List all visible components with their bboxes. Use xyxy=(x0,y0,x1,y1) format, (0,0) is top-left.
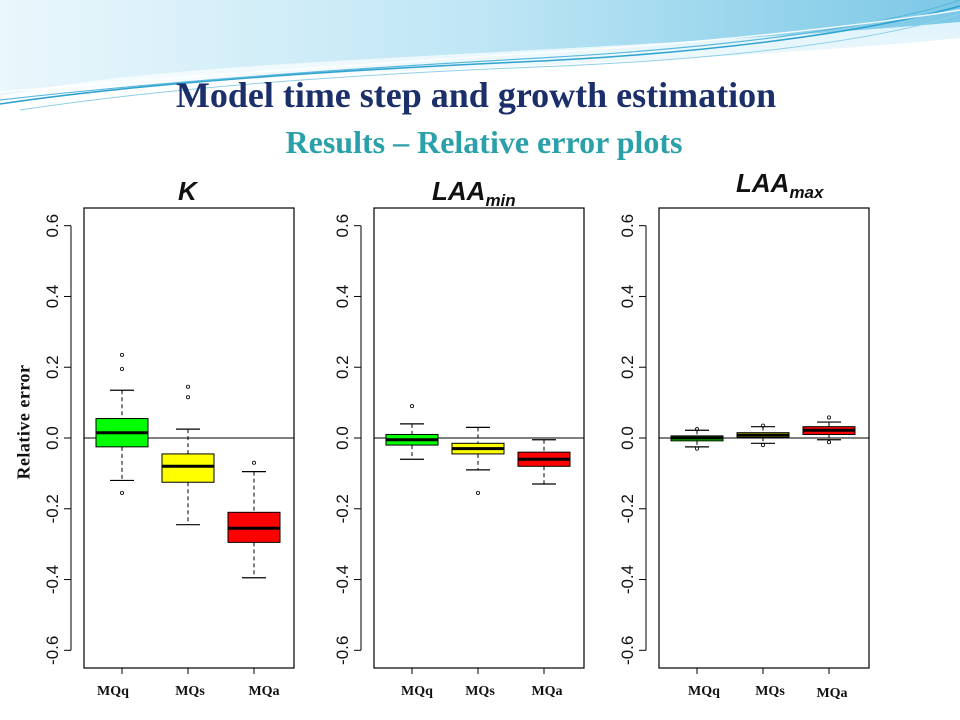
y-tick-label: 0.4 xyxy=(43,285,62,309)
outlier-mqq xyxy=(410,404,415,409)
y-tick-label: 0.6 xyxy=(43,214,62,238)
panel-title-laa-max-main: LAA xyxy=(736,168,790,198)
cat-label-k-mqa: MQa xyxy=(248,684,280,699)
y-tick-label: 0.0 xyxy=(43,426,62,450)
y-tick-label: -0.6 xyxy=(333,636,352,665)
cat-label-laamin-mqs: MQs xyxy=(465,684,495,699)
outlier-mqa xyxy=(826,415,831,420)
panel-title-laa-max-sub: max xyxy=(789,183,824,203)
slide-subtitle: Results – Relative error plots xyxy=(285,124,683,160)
outlier-mqa xyxy=(826,440,831,445)
boxplot-k: -0.6 -0.4 -0.2 0.0 0.2 0.4 0.6 xyxy=(43,207,295,674)
panel-title-laa-min: LAAmin xyxy=(432,176,516,211)
y-tick-label: 0.2 xyxy=(43,355,62,379)
y-tick-label: 0.2 xyxy=(618,355,637,379)
outlier-mqs xyxy=(760,443,765,448)
outlier-mqq xyxy=(695,446,700,451)
outlier-mqq xyxy=(120,366,125,371)
cat-label-laamin-mqq: MQq xyxy=(401,684,433,699)
cat-label-laamax-mqq: MQq xyxy=(688,684,720,699)
outlier-mqq xyxy=(695,427,700,432)
panel-title-laa-min-sub: min xyxy=(485,191,516,211)
boxplot-laa-max: -0.6 -0.4 -0.2 0.0 0.2 0.4 0.6 xyxy=(618,207,870,674)
y-tick-label: 0.6 xyxy=(618,214,637,238)
decorative-banner xyxy=(0,0,960,111)
panel-title-laa-max: LAAmax xyxy=(736,168,823,203)
slide-title: Model time step and growth estimation xyxy=(175,75,777,115)
cat-label-k-mqs: MQs xyxy=(175,684,205,699)
y-tick-label: 0.4 xyxy=(618,285,637,309)
y-tick-label: -0.6 xyxy=(43,636,62,665)
cat-label-laamin-mqa: MQa xyxy=(531,684,563,699)
outlier-mqa xyxy=(251,460,256,465)
panel-title-k-main: K xyxy=(178,176,197,206)
y-axis-label: Relative error xyxy=(13,364,34,480)
box-mqs xyxy=(161,453,215,483)
outlier-mqs xyxy=(760,423,765,428)
panel-title-laa-min-main: LAA xyxy=(432,176,486,206)
outlier-mqs xyxy=(185,395,190,400)
y-tick-label: -0.4 xyxy=(43,565,62,594)
outlier-mqs xyxy=(475,490,480,495)
y-tick-label: -0.2 xyxy=(618,494,637,523)
y-tick-label: -0.2 xyxy=(43,494,62,523)
cat-label-laamax-mqa: MQa xyxy=(816,686,848,701)
y-tick-label: -0.2 xyxy=(333,494,352,523)
outlier-mqq xyxy=(120,490,125,495)
y-tick-label: 0.4 xyxy=(333,285,352,309)
y-tick-label: 0.0 xyxy=(618,426,637,450)
panel-title-k: K xyxy=(178,176,197,207)
cat-label-laamax-mqs: MQs xyxy=(755,684,785,699)
y-tick-label: 0.0 xyxy=(333,426,352,450)
y-tick-label: 0.6 xyxy=(333,214,352,238)
y-tick-label: 0.2 xyxy=(333,355,352,379)
y-tick-label: -0.6 xyxy=(618,636,637,665)
cat-label-k-mqq: MQq xyxy=(97,684,129,699)
y-tick-label: -0.4 xyxy=(333,565,352,594)
outlier-mqs xyxy=(185,384,190,389)
boxplot-laa-min: -0.6 -0.4 -0.2 0.0 0.2 0.4 0.6 xyxy=(333,207,585,674)
y-tick-label: -0.4 xyxy=(618,565,637,594)
outlier-mqq xyxy=(120,352,125,357)
